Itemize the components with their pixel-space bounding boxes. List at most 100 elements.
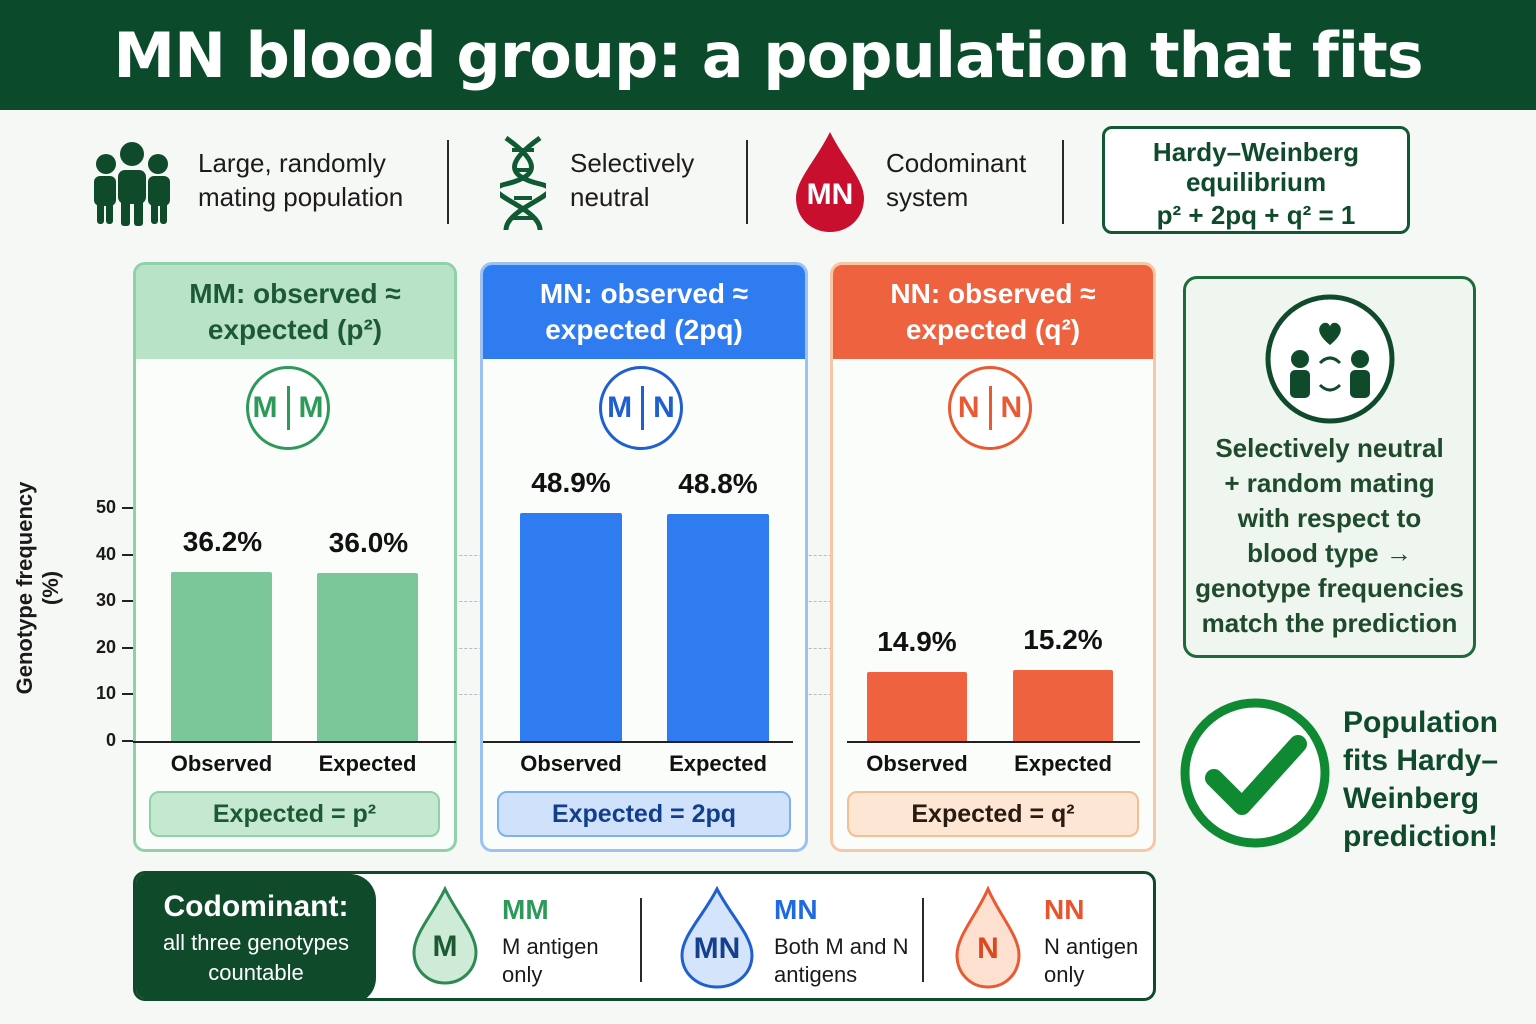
allele-left: M — [252, 391, 278, 424]
title-bar: MN blood group: a population that fits — [0, 0, 1536, 110]
hardy-weinberg-box: Hardy–Weinberg equilibrium p² + 2pq + q²… — [1102, 126, 1410, 234]
checkmark-icon — [1180, 698, 1330, 848]
feature-neutral-line2: neutral — [570, 182, 650, 212]
y-tick-mark — [122, 507, 133, 509]
blood-drop-icon — [796, 132, 864, 232]
bar-mn-observed — [520, 513, 622, 741]
card-nn-header-line2: expected (q²) — [905, 314, 1081, 345]
blood-drop-nn-icon — [955, 886, 1021, 989]
category-label: Expected — [318, 751, 417, 776]
blood-drop-mm-icon — [412, 886, 478, 985]
formula-mm-text: Expected = p² — [212, 799, 377, 828]
bar-value-label: 14.9% — [877, 625, 957, 657]
hw-title-line2: equilibrium — [1185, 167, 1327, 197]
bar-value-label: 15.2% — [1023, 624, 1103, 656]
card-mm-header-line1: MM: observed ≈ — [189, 278, 401, 309]
category-label: Expected — [669, 751, 767, 776]
card-mm-header-line2: expected (p²) — [207, 314, 383, 345]
allele-left: M — [607, 391, 633, 424]
formula-mn-text: Expected = 2pq — [551, 799, 737, 828]
dna-icon — [500, 136, 546, 231]
codominant-heading: Codominant: — [163, 890, 349, 923]
card-mn-header: MN: observed ≈ expected (2pq) — [483, 265, 805, 359]
legend-mn-line1: Both M and N — [774, 934, 909, 959]
allele-right: M — [298, 391, 324, 424]
side-box-text: Selectively neutral + random mating with… — [1186, 431, 1473, 641]
mating-explanation-box: Selectively neutral + random mating with… — [1183, 276, 1476, 658]
conclusion-text: Population fits Hardy– Weinberg predicti… — [1343, 704, 1533, 856]
bar-value-label: 48.8% — [678, 467, 758, 499]
baseline-nn — [847, 741, 1140, 743]
divider — [922, 898, 924, 982]
feature-population-line1: Large, randomly — [198, 148, 386, 178]
category-label: Observed — [520, 751, 622, 776]
card-nn: NN: observed ≈ expected (q²) — [830, 262, 1156, 852]
baseline-mm — [133, 741, 456, 743]
drop-mm-text: M — [432, 930, 458, 963]
bar-mm-observed — [171, 572, 272, 741]
divider — [1062, 140, 1064, 224]
y-tick-mark — [122, 553, 133, 556]
drop-nn-text: N — [977, 932, 999, 965]
y-tick-mark — [122, 600, 133, 603]
y-tick-label: 30 — [95, 590, 116, 611]
codominant-heading-block: Codominant: all three genotypes countabl… — [136, 874, 376, 998]
couple-mating-icon — [1265, 294, 1395, 424]
legend-mm-line2: only — [502, 962, 543, 987]
y-tick-label: 20 — [95, 636, 116, 657]
y-tick-mark — [122, 740, 133, 742]
feature-codominant: MN Codominant system — [794, 130, 1044, 234]
blood-drop-mn-icon — [680, 886, 754, 989]
bar-value-label: 36.0% — [328, 527, 409, 559]
bar-value-label: 48.9% — [531, 467, 611, 499]
legend-mn-line2: antigens — [774, 962, 858, 987]
conclusion-line: prediction! — [1343, 820, 1498, 853]
conclusion-line: fits Hardy– — [1343, 744, 1499, 777]
feature-neutral: Selectively neutral — [500, 136, 720, 232]
side-line: Selectively neutral — [1215, 433, 1444, 463]
feature-codominant-line1: Codominant — [886, 148, 1027, 178]
formula-nn: Expected = q² — [847, 791, 1139, 837]
side-line: match the prediction — [1201, 608, 1458, 638]
card-mn-header-line2: expected (2pq) — [545, 314, 743, 345]
card-mm-header: MM: observed ≈ expected (p²) — [136, 265, 454, 359]
baseline-mn — [483, 741, 793, 743]
side-line: genotype frequencies — [1195, 573, 1464, 603]
formula-mn: Expected = 2pq — [497, 791, 791, 837]
side-line: blood type → — [1247, 538, 1412, 568]
drop-mn-text: MN — [693, 932, 741, 965]
category-label: Observed — [866, 751, 968, 776]
category-label: Observed — [170, 751, 273, 776]
formula-nn-text: Expected = q² — [911, 799, 1075, 828]
y-tick-label: 50 — [95, 497, 116, 517]
bar-value-label: 36.2% — [182, 526, 263, 558]
y-tick-label: 40 — [95, 543, 116, 564]
hw-equation: p² + 2pq + q² = 1 — [1156, 200, 1356, 230]
feature-neutral-line1: Selectively — [570, 148, 695, 178]
page-title: MN blood group: a population that fits — [113, 18, 1423, 92]
allele-left: N — [957, 391, 980, 424]
card-nn-header: NN: observed ≈ expected (q²) — [833, 265, 1153, 359]
card-mn-header-line1: MN: observed ≈ — [539, 278, 749, 309]
bar-nn-expected — [1013, 670, 1113, 741]
bar-nn-observed — [867, 671, 967, 741]
y-tick-mark — [122, 693, 133, 696]
allele-right: N — [1000, 391, 1023, 424]
divider — [447, 140, 449, 224]
legend-nn-line2: only — [1044, 962, 1085, 987]
side-line: with respect to — [1237, 503, 1422, 533]
formula-mm: Expected = p² — [149, 791, 440, 837]
divider — [746, 140, 748, 224]
allele-right: N — [653, 391, 675, 424]
codominant-sub2: countable — [208, 960, 304, 985]
legend-mn-name: MN — [774, 894, 818, 925]
legend-nn-name: NN — [1044, 894, 1085, 925]
conclusion-line: Population — [1343, 706, 1498, 739]
feature-codominant-line2: system — [886, 182, 969, 212]
codominant-legend: Codominant: all three genotypes countabl… — [133, 871, 1156, 1001]
y-tick-label: 10 — [95, 683, 116, 704]
hw-title-line1: Hardy–Weinberg — [1152, 137, 1360, 167]
conclusion-line: Weinberg — [1343, 782, 1480, 815]
